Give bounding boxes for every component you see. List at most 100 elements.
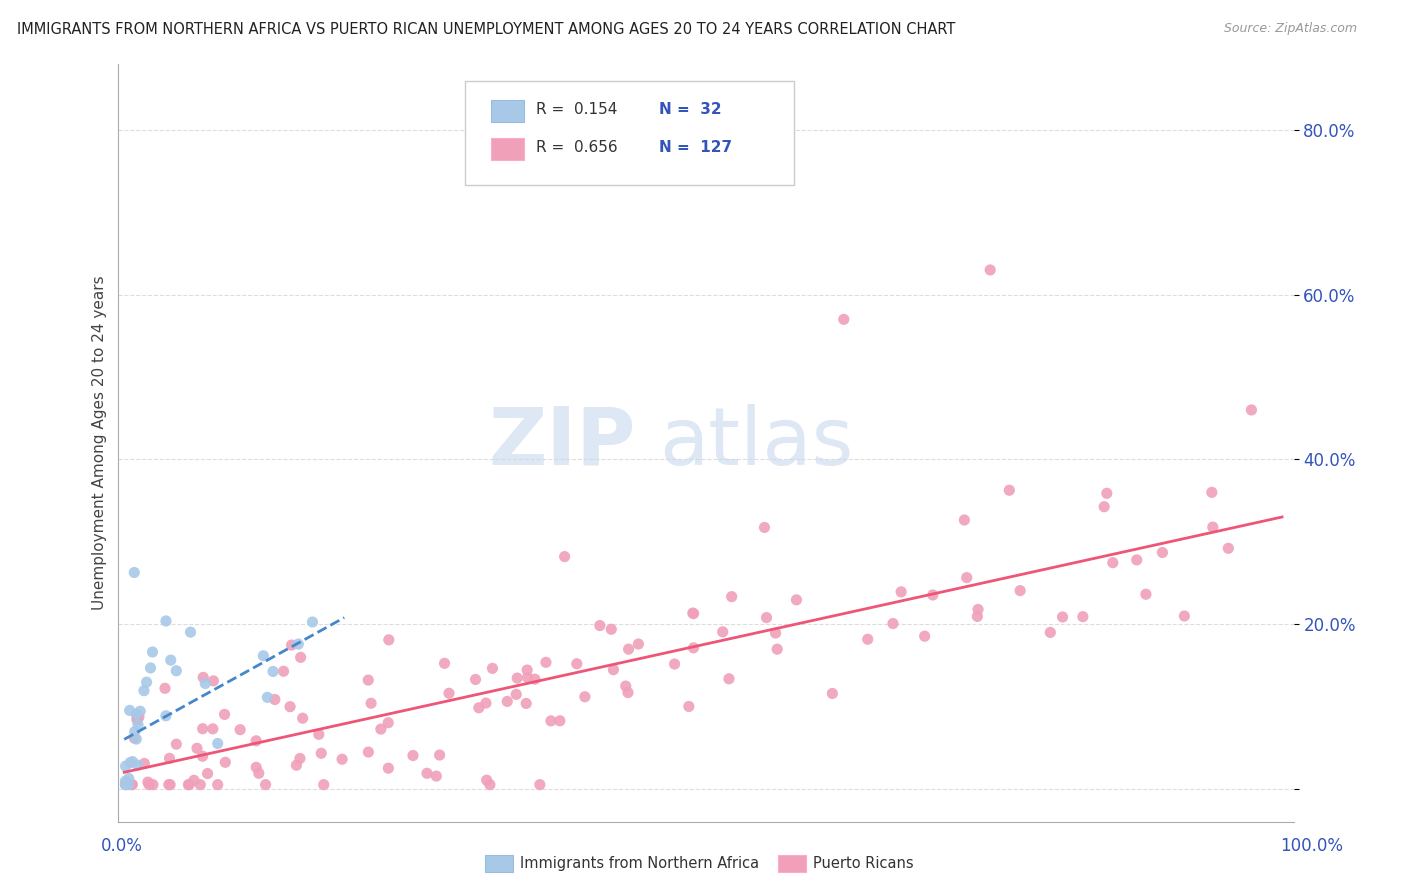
Point: [529, 778, 551, 792]
Point: [565, 657, 588, 671]
Point: [554, 549, 576, 564]
Point: [256, 690, 278, 705]
Point: [1218, 541, 1240, 556]
Point: [717, 672, 740, 686]
Point: [121, 755, 143, 769]
Point: [201, 722, 224, 736]
Point: [229, 723, 252, 737]
Point: [141, 645, 163, 659]
Point: [574, 690, 596, 704]
Point: [468, 700, 491, 714]
Point: [114, 778, 136, 792]
Point: [193, 670, 215, 684]
Point: [890, 585, 912, 599]
Point: [614, 679, 637, 693]
Point: [114, 778, 136, 792]
Point: [179, 625, 201, 640]
Point: [138, 778, 160, 792]
Point: [128, 710, 150, 724]
Point: [478, 778, 501, 792]
Point: [678, 699, 700, 714]
Point: [1202, 520, 1225, 534]
Point: [377, 715, 399, 730]
Point: [183, 773, 205, 788]
Point: [832, 312, 855, 326]
Point: [179, 778, 201, 792]
Point: [979, 263, 1001, 277]
Point: [1092, 500, 1115, 514]
Point: [882, 616, 904, 631]
Point: [262, 665, 284, 679]
Point: [285, 758, 308, 772]
Point: [481, 661, 503, 675]
Point: [134, 756, 156, 771]
Point: [155, 708, 177, 723]
Point: [1152, 545, 1174, 559]
Point: [505, 687, 527, 701]
Point: [516, 671, 538, 685]
Point: [1010, 583, 1032, 598]
Point: [127, 758, 149, 772]
Point: [523, 672, 546, 686]
Point: [177, 778, 200, 792]
Point: [125, 707, 148, 722]
Point: [287, 637, 309, 651]
Point: [186, 741, 208, 756]
Point: [1101, 556, 1123, 570]
Point: [429, 747, 451, 762]
Point: [856, 632, 879, 647]
Point: [475, 773, 498, 788]
Point: [288, 751, 311, 765]
Point: [139, 661, 162, 675]
Point: [1039, 625, 1062, 640]
Point: [136, 775, 159, 789]
Point: [370, 722, 392, 736]
Text: Source: ZipAtlas.com: Source: ZipAtlas.com: [1223, 22, 1357, 36]
Point: [165, 664, 187, 678]
Y-axis label: Unemployment Among Ages 20 to 24 years: Unemployment Among Ages 20 to 24 years: [93, 276, 107, 610]
Point: [617, 642, 640, 657]
Point: [301, 615, 323, 629]
Point: [766, 642, 789, 657]
FancyBboxPatch shape: [465, 81, 794, 186]
Point: [1240, 403, 1263, 417]
Point: [998, 483, 1021, 498]
Point: [357, 745, 380, 759]
Point: [245, 733, 267, 747]
Point: [967, 602, 990, 616]
Point: [124, 731, 146, 745]
Point: [402, 748, 425, 763]
Point: [214, 707, 236, 722]
Point: [247, 766, 270, 780]
Point: [129, 704, 152, 718]
Point: [245, 760, 267, 774]
Point: [207, 778, 229, 792]
Point: [966, 609, 988, 624]
Point: [194, 676, 217, 690]
Point: [122, 566, 145, 580]
Point: [755, 610, 778, 624]
Point: [956, 571, 979, 585]
Point: [914, 629, 936, 643]
Point: [153, 681, 176, 696]
Point: [159, 751, 181, 765]
Text: IMMIGRANTS FROM NORTHERN AFRICA VS PUERTO RICAN UNEMPLOYMENT AMONG AGES 20 TO 24: IMMIGRANTS FROM NORTHERN AFRICA VS PUERT…: [17, 22, 955, 37]
Point: [118, 772, 141, 786]
Point: [437, 686, 460, 700]
Point: [207, 736, 229, 750]
Point: [252, 648, 274, 663]
Point: [124, 724, 146, 739]
Point: [589, 618, 612, 632]
Point: [602, 663, 624, 677]
Point: [377, 761, 399, 775]
Point: [114, 774, 136, 789]
Point: [1095, 486, 1118, 500]
Point: [357, 673, 380, 687]
Point: [425, 769, 447, 783]
Bar: [491, 100, 524, 122]
Point: [1071, 609, 1094, 624]
Point: [291, 711, 314, 725]
Point: [263, 692, 285, 706]
Text: N =  127: N = 127: [659, 140, 733, 155]
Point: [785, 592, 807, 607]
